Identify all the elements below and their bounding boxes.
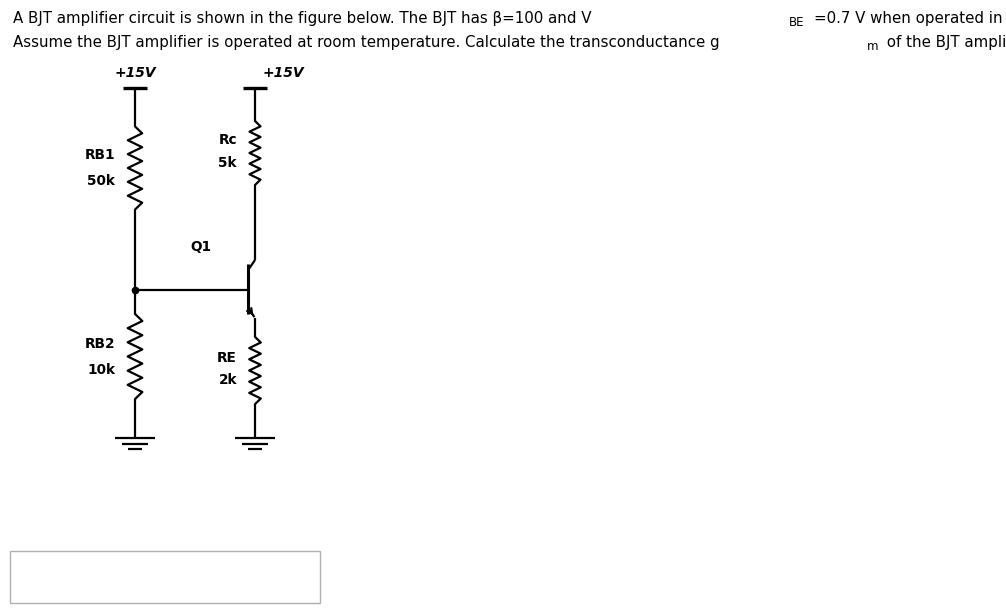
Text: =0.7 V when operated in the active mode.: =0.7 V when operated in the active mode.: [814, 11, 1006, 26]
Text: BE: BE: [789, 16, 805, 30]
Text: 10k: 10k: [87, 362, 115, 376]
Text: Rc: Rc: [218, 133, 237, 147]
Text: 50k: 50k: [88, 174, 115, 188]
Text: +15V: +15V: [115, 66, 156, 80]
Text: of the BJT amplifier.: of the BJT amplifier.: [882, 35, 1006, 50]
Text: Assume the BJT amplifier is operated at room temperature. Calculate the transcon: Assume the BJT amplifier is operated at …: [13, 35, 719, 50]
Text: +15V: +15V: [263, 66, 304, 80]
FancyBboxPatch shape: [10, 551, 320, 603]
Text: RB1: RB1: [85, 148, 115, 162]
Text: Q1: Q1: [190, 240, 211, 254]
Text: 5k: 5k: [218, 156, 237, 170]
Text: RB2: RB2: [85, 336, 115, 350]
Text: A BJT amplifier circuit is shown in the figure below. The BJT has β=100 and V: A BJT amplifier circuit is shown in the …: [13, 11, 592, 26]
Text: 2k: 2k: [218, 373, 237, 387]
Text: m: m: [867, 41, 878, 54]
Text: RE: RE: [217, 350, 237, 365]
